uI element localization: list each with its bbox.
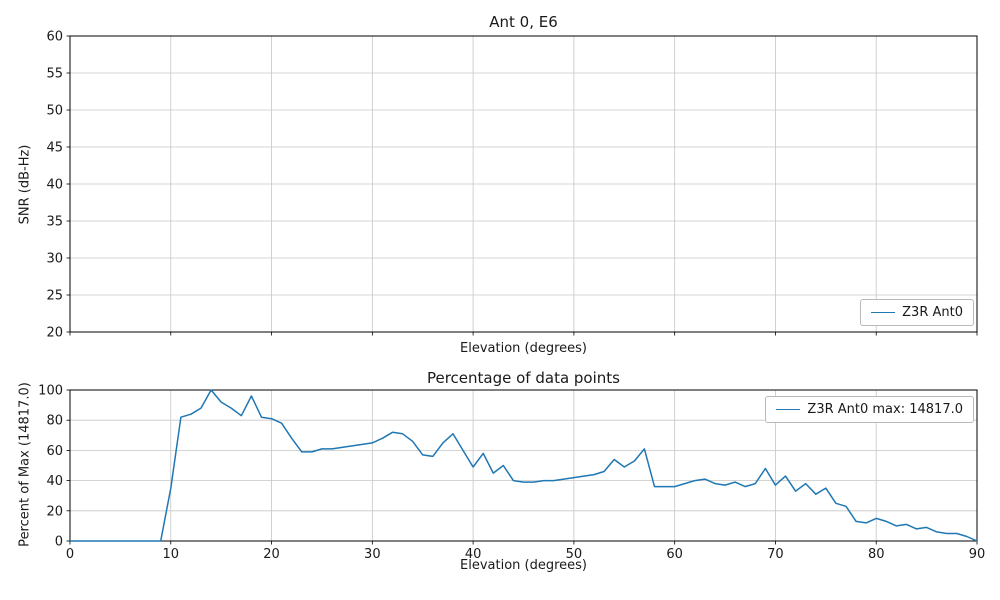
series-line xyxy=(70,389,978,542)
y-tick-label: 40 xyxy=(46,178,63,193)
y-tick-label: 50 xyxy=(46,104,63,119)
y-tick-label: 55 xyxy=(46,67,63,82)
legend-line-swatch xyxy=(871,312,896,313)
x-tick-label: 80 xyxy=(868,547,885,562)
y-tick-label: 20 xyxy=(46,326,63,341)
x-tick-label: 70 xyxy=(767,547,784,562)
y-tick-label: 60 xyxy=(46,30,63,45)
x-tick-label: 50 xyxy=(566,547,583,562)
y-tick-label: 100 xyxy=(38,384,63,399)
bottom-y-axis-label: Percent of Max (14817.0) xyxy=(17,382,33,547)
top-chart-legend: Z3R Ant0 xyxy=(860,299,974,326)
legend-line-swatch xyxy=(776,409,801,410)
top-y-axis-label: SNR (dB-Hz) xyxy=(17,144,33,225)
x-tick-label: 60 xyxy=(666,547,683,562)
y-tick-label: 35 xyxy=(46,215,63,230)
x-tick-label: 90 xyxy=(969,547,986,562)
y-tick-label: 60 xyxy=(46,444,63,459)
legend-label: Z3R Ant0 max: 14817.0 xyxy=(807,402,963,417)
y-tick-label: 20 xyxy=(46,504,63,519)
y-tick-label: 80 xyxy=(46,414,63,429)
y-tick-label: 45 xyxy=(46,141,63,156)
y-tick-label: 25 xyxy=(46,289,63,304)
x-tick-label: 20 xyxy=(263,547,280,562)
top-chart-title: Ant 0, E6 xyxy=(489,13,558,31)
x-tick-label: 10 xyxy=(163,547,180,562)
bottom-x-axis-label: Elevation (degrees) xyxy=(460,558,587,573)
y-tick-label: 40 xyxy=(46,474,63,489)
axes-frame xyxy=(69,35,978,333)
chart-area-1: 0 10 20 30 40 50 60 70 80 90 0 20 40 60 80 100 xyxy=(38,384,985,563)
chart-area-0: 20 25 30 35 40 45 50 55 60 xyxy=(46,30,978,341)
top-x-axis-label: Elevation (degrees) xyxy=(460,341,587,356)
legend-label: Z3R Ant0 xyxy=(902,305,963,320)
axes-frame xyxy=(69,389,978,542)
y-tick-label: 0 xyxy=(55,535,63,550)
y-tick-label: 30 xyxy=(46,252,63,267)
bottom-chart-legend: Z3R Ant0 max: 14817.0 xyxy=(765,396,974,423)
bottom-chart-title: Percentage of data points xyxy=(426,369,620,387)
x-tick-label: 30 xyxy=(364,547,381,562)
x-tick-label: 0 xyxy=(66,547,74,562)
x-tick-label: 40 xyxy=(465,547,482,562)
